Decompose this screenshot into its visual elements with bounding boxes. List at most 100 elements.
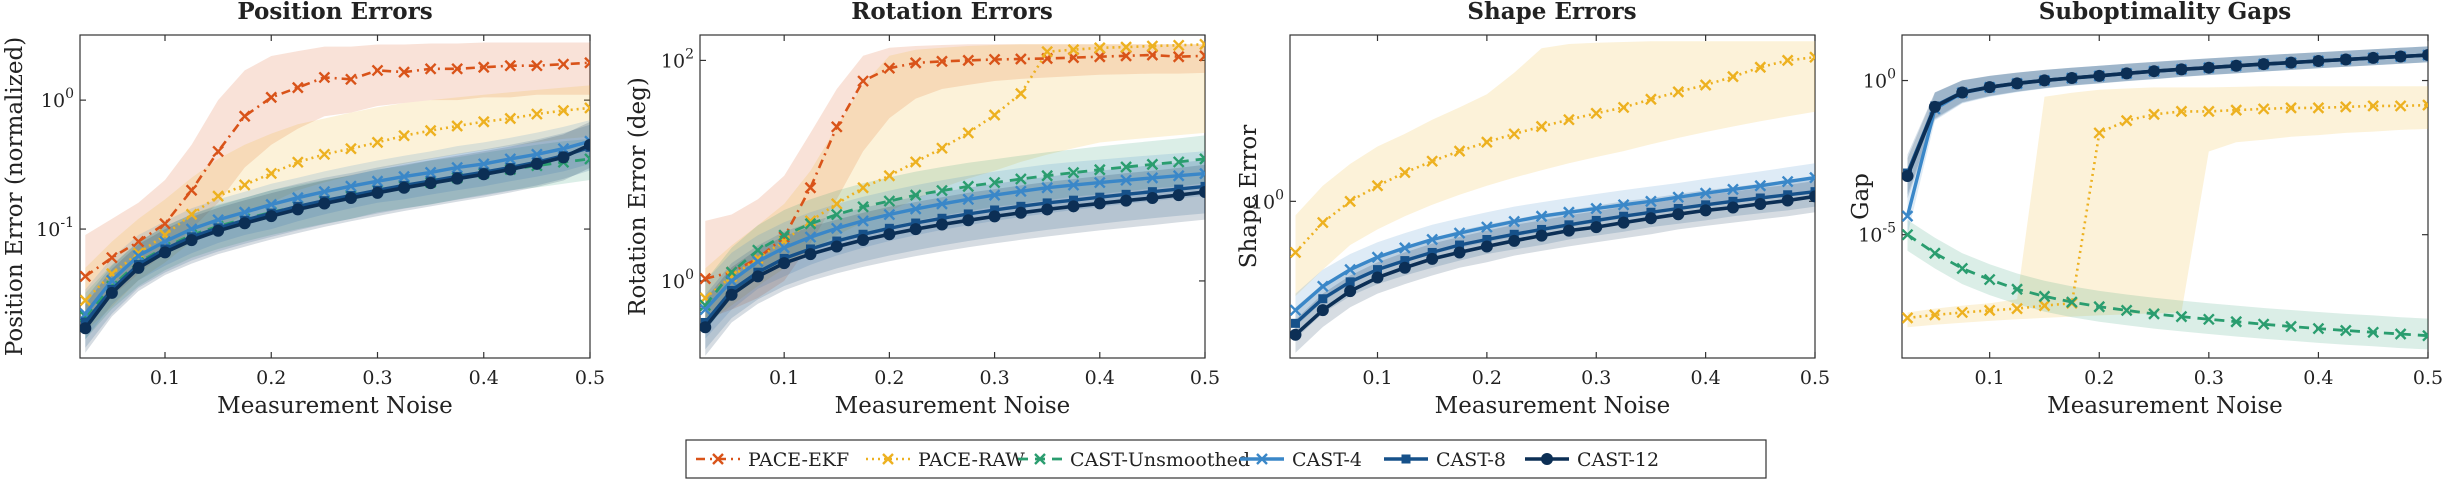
data-point-pace-raw bbox=[1983, 304, 1996, 317]
data-point-cast-unsmoothed bbox=[2394, 328, 2407, 340]
data-point-pace-ekf bbox=[504, 59, 517, 72]
data-point-cast-4 bbox=[1727, 183, 1739, 196]
data-point-cast-12 bbox=[212, 224, 225, 237]
data-point-cast-4 bbox=[1781, 175, 1794, 188]
data-point-cast-12 bbox=[1590, 221, 1603, 234]
data-point-cast-unsmoothed bbox=[1067, 166, 1080, 179]
data-point-cast-4 bbox=[1344, 263, 1357, 276]
y-tick-label: 100 bbox=[41, 86, 74, 112]
data-point-cast-unsmoothed bbox=[2120, 304, 2133, 317]
series-cast-4 bbox=[700, 167, 1205, 316]
data-point-pace-raw bbox=[1290, 246, 1302, 259]
plot-area bbox=[79, 34, 591, 359]
data-point-cast-4 bbox=[1093, 176, 1106, 189]
data-point-cast-12 bbox=[1726, 201, 1739, 214]
data-point-pace-ekf bbox=[345, 73, 357, 86]
chart-title: Shape Errors bbox=[1467, 0, 1636, 25]
data-point-cast-12 bbox=[344, 192, 357, 205]
chart-title: Suboptimality Gaps bbox=[2039, 0, 2291, 25]
data-point-cast-unsmoothed bbox=[2038, 290, 2051, 303]
data-point-pace-raw bbox=[1199, 38, 1205, 51]
data-point-cast-8 bbox=[911, 218, 921, 228]
data-point-pace-raw bbox=[2339, 101, 2352, 113]
x-tick-label: 0.2 bbox=[256, 367, 286, 389]
data-point-cast-8 bbox=[1147, 187, 1157, 197]
data-point-pace-ekf bbox=[1015, 53, 1027, 65]
data-point-pace-raw bbox=[504, 112, 517, 125]
data-point-cast-12 bbox=[883, 228, 896, 241]
x-tick-label: 0.5 bbox=[1190, 367, 1220, 389]
legend-swatch-marker bbox=[1401, 454, 1411, 464]
data-point-cast-12 bbox=[1672, 208, 1685, 221]
data-point-pace-raw bbox=[2257, 103, 2270, 115]
data-point-cast-4 bbox=[962, 193, 975, 206]
data-point-pace-ekf bbox=[857, 75, 869, 87]
series-cast-unsmoothed bbox=[1902, 228, 2428, 342]
data-point-pace-raw bbox=[2093, 127, 2106, 139]
band-pace-ekf bbox=[705, 44, 1205, 320]
data-point-pace-raw bbox=[2230, 104, 2243, 116]
data-point-cast-12 bbox=[1928, 100, 1941, 113]
data-point-pace-ekf bbox=[185, 184, 198, 197]
data-point-pace-ekf bbox=[557, 58, 570, 71]
data-point-cast-12 bbox=[830, 240, 843, 253]
data-point-cast-12 bbox=[2339, 53, 2352, 66]
data-point-pace-ekf bbox=[804, 181, 817, 194]
data-point-cast-12 bbox=[265, 210, 278, 223]
data-point-cast-4 bbox=[778, 241, 791, 254]
data-point-cast-8 bbox=[1121, 189, 1131, 199]
data-point-cast-4 bbox=[883, 208, 896, 221]
data-point-cast-4 bbox=[1015, 185, 1027, 198]
series-line-cast-unsmoothed bbox=[1906, 233, 2428, 338]
legend-item-cast-unsmoothed: CAST-Unsmoothed bbox=[1018, 449, 1250, 471]
legend-box bbox=[685, 439, 1767, 479]
series-line-pace-raw bbox=[1294, 55, 1815, 254]
series-line-cast-4 bbox=[704, 171, 1205, 311]
x-tick-label: 0.4 bbox=[469, 367, 499, 389]
data-point-cast-12 bbox=[132, 261, 145, 274]
data-point-pace-raw bbox=[477, 115, 490, 128]
data-point-cast-12 bbox=[2312, 54, 2325, 67]
data-point-cast-unsmoothed bbox=[2312, 322, 2325, 335]
data-point-pace-raw bbox=[557, 104, 570, 117]
data-point-cast-unsmoothed bbox=[2339, 324, 2352, 337]
data-point-cast-unsmoothed bbox=[857, 200, 869, 213]
data-point-cast-unsmoothed bbox=[1093, 163, 1106, 176]
data-point-cast-8 bbox=[1068, 195, 1078, 205]
x-tick-label: 0.3 bbox=[362, 367, 392, 389]
series-cast-12 bbox=[700, 186, 1205, 334]
data-point-cast-8 bbox=[1482, 234, 1492, 244]
band-cast-unsmoothed bbox=[1907, 220, 2428, 350]
legend-swatch-marker bbox=[712, 453, 724, 465]
legend-label: CAST-8 bbox=[1436, 449, 1506, 471]
data-point-cast-12 bbox=[159, 246, 171, 259]
legend-swatch-marker bbox=[1034, 453, 1046, 465]
legend-item-cast-12: CAST-12 bbox=[1525, 449, 1659, 471]
data-point-cast-4 bbox=[1535, 210, 1548, 223]
data-point-cast-8 bbox=[1455, 240, 1465, 250]
x-axis-label: Measurement Noise bbox=[835, 393, 1071, 419]
data-point-cast-4 bbox=[318, 185, 331, 198]
x-tick-label: 0.1 bbox=[1362, 367, 1392, 389]
data-point-pace-raw bbox=[2175, 105, 2188, 118]
data-point-pace-raw bbox=[1535, 120, 1548, 133]
data-point-cast-4 bbox=[1699, 187, 1712, 200]
data-point-cast-12 bbox=[1344, 285, 1357, 298]
data-point-pace-raw bbox=[291, 156, 304, 169]
data-point-pace-ekf bbox=[212, 145, 224, 158]
data-point-pace-ekf bbox=[424, 62, 437, 75]
data-point-cast-4 bbox=[725, 275, 738, 287]
data-point-pace-ekf bbox=[451, 62, 464, 75]
series-line-cast-4 bbox=[1294, 175, 1815, 312]
data-point-cast-4 bbox=[857, 215, 869, 227]
data-point-pace-raw bbox=[2202, 105, 2215, 118]
data-point-pace-raw bbox=[1563, 113, 1575, 126]
band-pace-raw bbox=[705, 44, 1205, 325]
data-point-cast-12 bbox=[1041, 203, 1054, 216]
data-point-cast-unsmoothed bbox=[1172, 156, 1185, 168]
band-cast-4 bbox=[1295, 163, 1815, 327]
x-tick-label: 0.3 bbox=[1581, 367, 1611, 389]
data-point-pace-raw bbox=[2120, 114, 2133, 127]
y-tick-label: 100 bbox=[1251, 187, 1284, 213]
data-point-pace-raw bbox=[185, 208, 198, 221]
